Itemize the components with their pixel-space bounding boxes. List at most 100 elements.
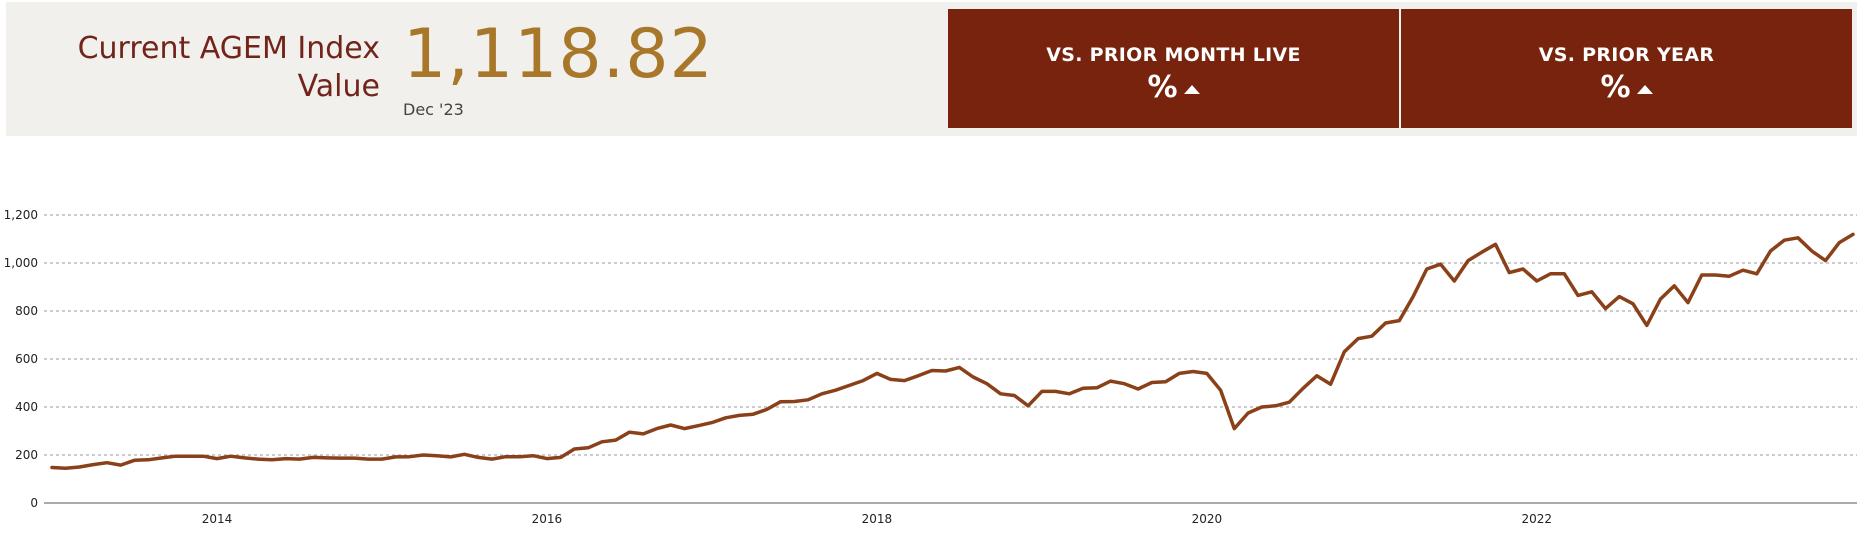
data-point [1260, 405, 1264, 409]
data-point [1618, 295, 1621, 298]
y-tick-label: 200 [15, 448, 38, 462]
y-tick-label: 800 [15, 304, 38, 318]
y-tick-label: 1,200 [4, 208, 38, 222]
data-point [1246, 411, 1250, 415]
data-point [1205, 372, 1209, 375]
data-point [1288, 401, 1291, 404]
data-point [1013, 394, 1016, 397]
data-point [1343, 350, 1346, 353]
data-point [160, 456, 164, 460]
data-point [1219, 389, 1222, 392]
data-point [930, 369, 934, 372]
data-point [490, 457, 494, 461]
caret-up-icon [1183, 85, 1200, 94]
y-tick-label: 1,000 [4, 256, 38, 270]
data-point [1604, 307, 1607, 310]
data-point [779, 400, 782, 403]
data-point [1411, 295, 1415, 298]
data-point [1178, 372, 1181, 375]
data-point [1673, 284, 1676, 287]
data-point [614, 438, 617, 442]
data-point [628, 431, 631, 434]
data-point [697, 424, 700, 427]
data-point [1026, 404, 1030, 407]
data-point [793, 400, 796, 403]
data-point [861, 379, 865, 382]
y-tick-label: 0 [30, 496, 38, 510]
data-point [1631, 302, 1635, 305]
data-point [1370, 335, 1374, 338]
data-point [1439, 263, 1442, 266]
y-tick-label: 400 [15, 400, 38, 414]
data-point [1081, 387, 1085, 390]
data-point [1851, 233, 1855, 236]
data-point [848, 384, 851, 387]
data-point [50, 466, 54, 469]
data-point [724, 416, 727, 419]
data-point [1480, 251, 1484, 254]
data-point [1040, 390, 1044, 393]
data-point [422, 453, 425, 457]
data-point [435, 454, 439, 457]
prior-year-percent: % [1600, 70, 1631, 105]
data-point [270, 458, 274, 461]
data-point [215, 457, 219, 460]
data-point [669, 423, 672, 427]
data-point [1563, 272, 1566, 275]
data-point [188, 455, 191, 458]
x-tick-label: 2022 [1522, 512, 1553, 526]
data-point [1315, 374, 1319, 377]
data-point [985, 382, 989, 385]
data-point [1755, 272, 1759, 275]
data-point [92, 463, 95, 466]
data-point [573, 447, 576, 451]
index-line-chart: 0 200 400 600 800 1,000 1,200 2014 2016 2018 2020… [4, 208, 1857, 526]
prior-year-card: VS. PRIOR YEAR % [1401, 9, 1852, 128]
data-point [545, 457, 549, 460]
data-point [380, 457, 384, 461]
y-axis: 0 200 400 600 800 1,000 1,200 [4, 208, 38, 510]
data-point [1054, 390, 1057, 393]
data-point [1398, 319, 1401, 322]
data-point [78, 465, 81, 469]
x-tick-label: 2014 [202, 512, 233, 526]
data-point [1714, 273, 1717, 277]
index-date: Dec '23 [403, 100, 464, 119]
data-point [1728, 275, 1731, 278]
data-point [1150, 381, 1154, 384]
data-point [958, 366, 961, 369]
data-point [394, 455, 397, 459]
prior-year-title: VS. PRIOR YEAR [1538, 44, 1715, 66]
data-point [820, 392, 824, 395]
data-point [1494, 243, 1497, 246]
data-point [463, 453, 466, 456]
data-point [353, 456, 356, 460]
data-point [1686, 301, 1690, 304]
data-point [1783, 239, 1786, 242]
data-point [298, 457, 301, 461]
data-point [642, 432, 645, 436]
data-point [1741, 269, 1745, 272]
data-point [765, 408, 769, 411]
data-point [1645, 324, 1649, 327]
data-point [875, 372, 879, 375]
data-point [339, 456, 342, 460]
data-point [738, 414, 741, 417]
data-point [889, 378, 892, 381]
x-tick-label: 2018 [862, 512, 893, 526]
data-point [1191, 370, 1195, 373]
data-point [477, 456, 480, 459]
data-point [1109, 379, 1112, 383]
index-value: 1,118.82 [403, 15, 714, 94]
data-point [971, 375, 975, 379]
prior-month-title: VS. PRIOR MONTH LIVE [1046, 44, 1301, 66]
data-point [174, 455, 177, 458]
data-point [1824, 259, 1827, 262]
prior-month-card: VS. PRIOR MONTH LIVE % [948, 9, 1399, 128]
data-point [999, 392, 1002, 395]
prior-year-value: % [1401, 70, 1852, 105]
data-point [1068, 392, 1071, 395]
data-point [944, 369, 947, 373]
data-point [1466, 259, 1470, 262]
